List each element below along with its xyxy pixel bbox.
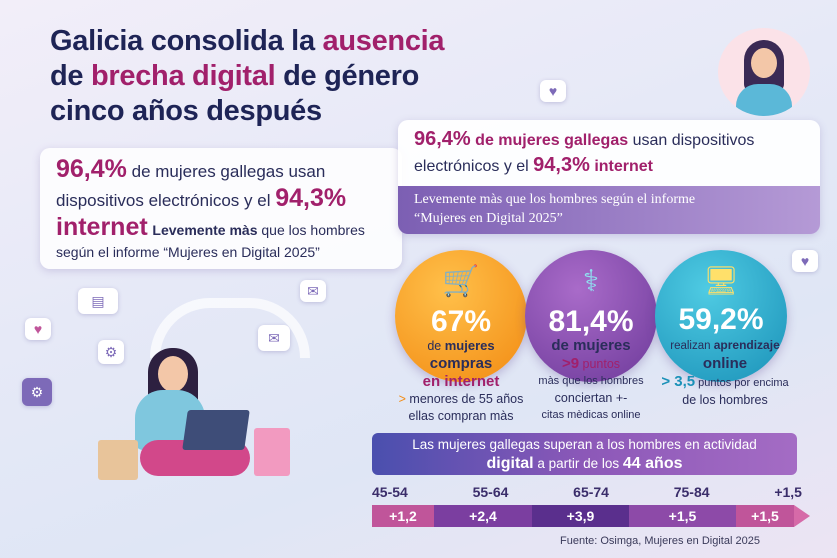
title-text: Galicia consolida la bbox=[50, 25, 323, 57]
stat-circle-learning: 🖥 59,2% bbox=[655, 250, 787, 382]
age-label: 75-84 bbox=[673, 484, 710, 500]
age-banner: Las mujeres gallegas superan a los hombr… bbox=[372, 433, 797, 475]
banner-text: 44 años bbox=[622, 455, 683, 472]
woman-phone-illustration bbox=[718, 28, 810, 116]
heart-icon: ♥ bbox=[540, 80, 566, 102]
text: electrónicos y el bbox=[414, 158, 534, 175]
heart-icon: ♥ bbox=[25, 318, 51, 340]
monitor-graduation-icon: 🖥 bbox=[703, 265, 739, 296]
right-summary-box: 96,4% de mujeres gallegas usan dispositi… bbox=[398, 120, 820, 234]
woman-laptop-illustration bbox=[98, 290, 340, 490]
page-title: Galicia consolida la ausencia de brecha … bbox=[50, 24, 445, 129]
text: “Mujeres en Digital 2025” bbox=[414, 211, 563, 226]
stethoscope-icon: ⚕ bbox=[582, 265, 600, 298]
age-label: 45-54 bbox=[372, 484, 408, 500]
banner-text: Las mujeres gallegas superan a los hombr… bbox=[412, 437, 757, 452]
timeline-value: +2,4 bbox=[434, 505, 532, 527]
text: de mujeres gallegas usan bbox=[126, 162, 326, 181]
timeline-value: +1,2 bbox=[372, 505, 434, 527]
stat-description-shopping: de mujeres compras en internet > menores… bbox=[391, 337, 531, 425]
gear-icon: ⚙ bbox=[22, 378, 52, 406]
text: online bbox=[702, 355, 748, 372]
timeline-value: +1,5 bbox=[736, 505, 794, 527]
text: que los hombres bbox=[257, 222, 365, 238]
stat-description-health: de mujeres >9 puntos màs que los hombres… bbox=[521, 337, 661, 424]
text: usan dispositivos bbox=[628, 132, 755, 149]
stat-value: 96,4% bbox=[56, 155, 127, 183]
shopping-cart-icon: 🛒 bbox=[442, 265, 480, 298]
stat-value: 81,4% bbox=[548, 305, 634, 338]
stat-value: 94,3% bbox=[533, 154, 590, 176]
gear-icon: ⚙ bbox=[98, 340, 124, 364]
text: según el informe “Mujeres en Digital 202… bbox=[56, 244, 320, 260]
age-labels: 45-54 55-64 65-74 75-84 +1,5 bbox=[372, 484, 802, 500]
text: internet bbox=[589, 158, 654, 175]
age-label: +1,5 bbox=[774, 484, 802, 500]
stat-circle-shopping: 🛒 67% bbox=[395, 250, 527, 382]
left-summary-box: 96,4% de mujeres gallegas usan dispositi… bbox=[40, 148, 402, 269]
stat-description-learning: realizan aprendizaje online > 3,5 puntos… bbox=[650, 337, 800, 409]
title-highlight: ausencia bbox=[322, 25, 445, 57]
text: menores de 55 años bbox=[409, 392, 524, 406]
shopping-bag-icon bbox=[254, 428, 290, 476]
text: Levemente màs que los hombres según el i… bbox=[414, 192, 696, 207]
heart-icon: ♥ bbox=[792, 250, 818, 272]
source-note: Fuente: Osimga, Mujeres en Digital 2025 bbox=[560, 535, 760, 547]
stat-value: 96,4% bbox=[414, 128, 471, 150]
box-icon bbox=[98, 440, 138, 480]
text: conciertan bbox=[554, 391, 613, 405]
text-bold: Levemente màs bbox=[152, 222, 258, 238]
text: aprendizaje bbox=[713, 338, 780, 352]
text: >9 bbox=[561, 355, 580, 372]
stat-value: 67% bbox=[430, 305, 492, 338]
text: ellas compran màs bbox=[408, 409, 514, 423]
timeline-value: +3,9 bbox=[532, 505, 629, 527]
age-label: 55-64 bbox=[472, 484, 509, 500]
text: de mujeres gallegas bbox=[470, 132, 629, 149]
plus-minus-icon: +- bbox=[615, 391, 628, 405]
text: mujeres bbox=[444, 338, 495, 353]
stat-value: 94,3% bbox=[275, 184, 347, 212]
text: de mujeres bbox=[551, 337, 631, 354]
stat-value: 59,2% bbox=[678, 303, 764, 336]
title-highlight: brecha digital bbox=[91, 60, 276, 92]
text: en internet bbox=[422, 373, 500, 390]
text: màs que los hombres bbox=[538, 375, 644, 387]
banner-text: a partir de los bbox=[533, 456, 623, 471]
arrow-head-icon bbox=[794, 505, 810, 527]
email-icon: ✉ bbox=[300, 280, 326, 302]
banner-text: digital bbox=[486, 455, 534, 472]
text: realizan bbox=[670, 340, 714, 352]
text: puntos por encima bbox=[695, 377, 789, 389]
text: dispositivos electrónicos y el bbox=[56, 191, 276, 210]
title-text: de bbox=[50, 60, 91, 92]
age-label: 65-74 bbox=[573, 484, 609, 500]
title-text: de género bbox=[275, 60, 419, 92]
text: de los hombres bbox=[682, 393, 768, 407]
timeline-arrow: +1,2 +2,4 +3,9 +1,5 +1,5 bbox=[372, 505, 812, 527]
text: > bbox=[398, 392, 410, 406]
title-text: cinco años después bbox=[50, 95, 322, 127]
text-highlight: internet bbox=[56, 213, 148, 241]
text: de bbox=[427, 339, 445, 353]
text: puntos bbox=[579, 357, 621, 371]
timeline-value: +1,5 bbox=[629, 505, 736, 527]
text: > 3,5 bbox=[661, 373, 696, 390]
text: citas mèdicas online bbox=[541, 409, 641, 421]
text: compras bbox=[429, 355, 493, 372]
chart-icon: ▤ bbox=[78, 288, 118, 314]
stat-circle-health: ⚕ 81,4% bbox=[525, 250, 657, 382]
